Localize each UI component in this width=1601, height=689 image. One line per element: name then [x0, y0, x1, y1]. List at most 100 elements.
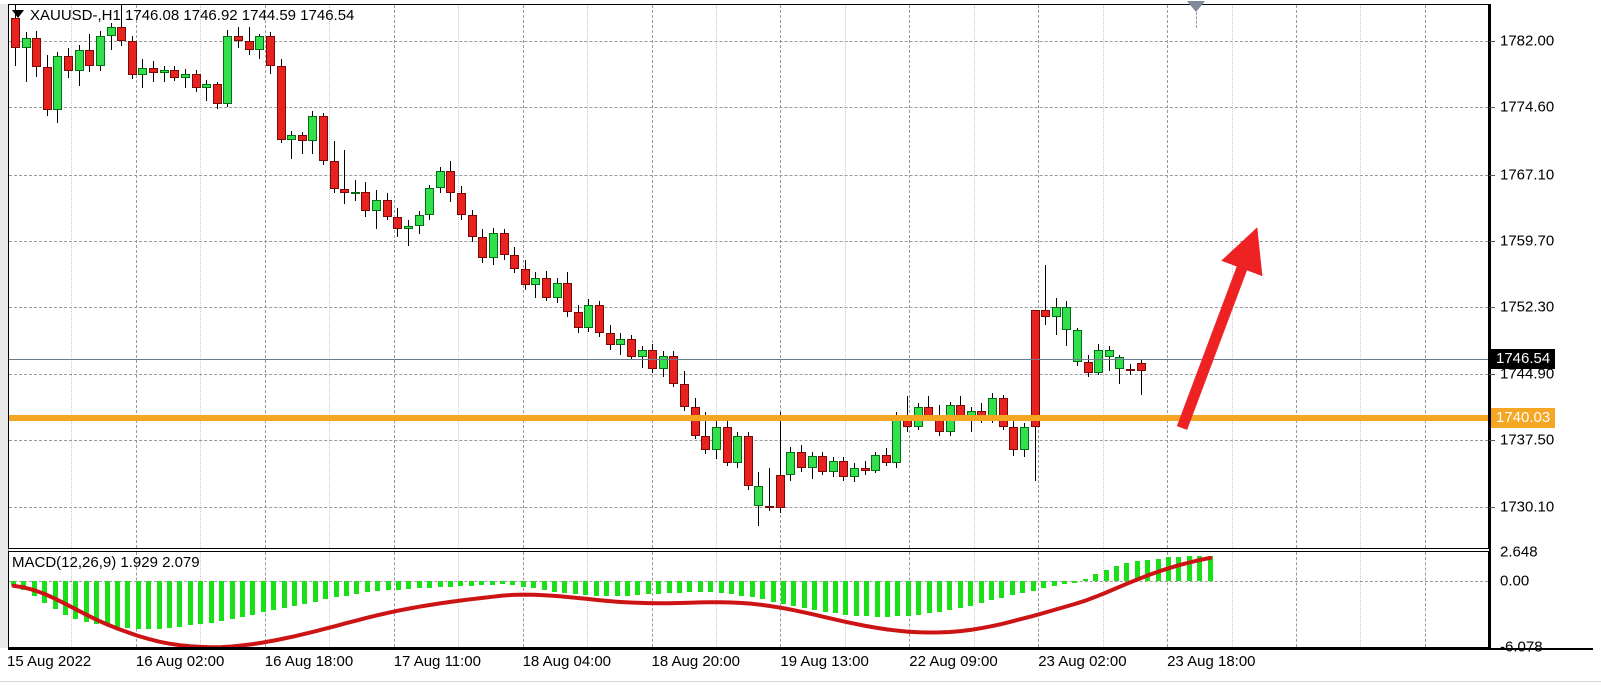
- gridline-vertical: [1424, 5, 1426, 548]
- candle-wick: [769, 468, 771, 512]
- candle-body: [478, 236, 488, 259]
- candle-body: [520, 268, 530, 285]
- gridline-vertical: [715, 5, 717, 548]
- gridline-vertical: [1038, 5, 1040, 548]
- axis-tick: [1489, 506, 1495, 508]
- macd-zero-gridline: [9, 580, 1488, 582]
- candle-wick: [163, 66, 165, 83]
- price-axis-label: 1752.30: [1500, 298, 1555, 316]
- candle-body: [722, 426, 732, 463]
- gridline-vertical: [1167, 5, 1169, 548]
- gridline-horizontal: [9, 373, 1488, 375]
- candle-body: [467, 215, 477, 237]
- macd-axis-label: 2.648: [1500, 543, 1538, 561]
- macd-histogram-bar: [676, 580, 682, 593]
- candlestick: [531, 5, 541, 548]
- macd-histogram-bar: [624, 580, 630, 596]
- candlestick: [690, 5, 700, 548]
- macd-histogram-bar: [52, 580, 58, 610]
- macd-histogram-bar: [833, 580, 838, 614]
- candle-body: [743, 435, 753, 487]
- price-plot-area[interactable]: [9, 5, 1488, 548]
- alert-price-line[interactable]: [9, 414, 1488, 421]
- macd-histogram-bar: [312, 580, 318, 602]
- candle-body: [372, 199, 382, 212]
- current-price-badge[interactable]: 1746.54: [1491, 349, 1556, 370]
- gridline-vertical: [393, 5, 395, 548]
- macd-histogram-bar: [666, 580, 672, 594]
- macd-histogram-bar: [489, 580, 495, 585]
- macd-histogram-bar: [281, 580, 287, 609]
- axis-tick: [1489, 107, 1495, 109]
- gridline-horizontal: [9, 40, 1488, 42]
- macd-histogram-bar: [146, 580, 152, 629]
- candle-body: [149, 67, 159, 74]
- candlestick: [584, 5, 594, 548]
- candlestick: [616, 5, 626, 548]
- candle-body: [998, 398, 1008, 427]
- candlestick: [542, 5, 551, 548]
- macd-histogram-bar: [978, 580, 984, 604]
- candlestick: [435, 5, 445, 548]
- price-axis-label: 1767.10: [1500, 166, 1555, 184]
- candlestick: [1019, 5, 1029, 548]
- macd-histogram-bar: [593, 580, 599, 596]
- macd-histogram-bar: [73, 580, 79, 619]
- macd-histogram-bar: [1186, 556, 1192, 581]
- price-axis-label: 1774.60: [1500, 98, 1555, 116]
- macd-histogram-bar: [354, 580, 360, 594]
- candle-body: [255, 36, 265, 50]
- macd-plot-area[interactable]: [9, 552, 1488, 647]
- candlestick: [403, 5, 413, 548]
- candle-body: [276, 66, 286, 140]
- candle-wick: [407, 220, 409, 247]
- triangle-down-icon[interactable]: [12, 10, 24, 18]
- candlestick: [1083, 5, 1093, 548]
- axis-tick: [1489, 174, 1495, 176]
- candle-wick: [301, 132, 303, 154]
- candle-body: [733, 435, 743, 463]
- candle-wick: [184, 68, 186, 88]
- candlestick: [828, 5, 838, 548]
- candle-body: [382, 199, 392, 217]
- macd-histogram-bar: [874, 580, 880, 617]
- candle-body: [849, 468, 859, 478]
- gridline-vertical: [651, 552, 653, 647]
- gridline-vertical: [1296, 552, 1297, 647]
- macd-histogram-bar: [812, 580, 818, 611]
- candlestick: [669, 5, 679, 548]
- macd-histogram-bar: [791, 580, 797, 606]
- candlestick: [711, 5, 721, 548]
- candle-body: [1136, 363, 1146, 372]
- time-axis-divider: [8, 648, 1593, 650]
- macd-histogram-bar: [1082, 578, 1088, 581]
- candlestick: [117, 5, 127, 548]
- candle-body: [297, 135, 307, 142]
- macd-histogram-bar: [916, 580, 922, 615]
- top-triangle-marker[interactable]: [1187, 1, 1205, 12]
- candle-body: [127, 40, 137, 75]
- candle-body: [818, 455, 828, 472]
- candlestick: [53, 5, 63, 548]
- macd-histogram-bar: [937, 580, 943, 612]
- macd-histogram-bar: [1030, 580, 1036, 591]
- candle-body: [318, 116, 328, 162]
- macd-histogram-bar: [989, 580, 995, 601]
- candle-body: [11, 18, 20, 49]
- candle-wick: [121, 5, 123, 47]
- price-axis-label: 1730.10: [1500, 498, 1555, 516]
- price-axis-divider: [1489, 4, 1491, 648]
- candlestick: [382, 5, 392, 548]
- gridline-horizontal: [9, 241, 1488, 243]
- time-axis-label: 22 Aug 09:00: [909, 653, 998, 670]
- candlestick: [1126, 5, 1136, 548]
- alert-price-badge[interactable]: 1740.03: [1491, 407, 1556, 428]
- candlestick: [1094, 5, 1104, 548]
- candlestick: [552, 5, 562, 548]
- time-axis-label: 23 Aug 18:00: [1167, 653, 1256, 670]
- candlestick: [807, 5, 817, 548]
- macd-histogram-bar: [760, 580, 766, 600]
- candlestick: [754, 5, 764, 548]
- candle-body: [1019, 426, 1029, 451]
- candlestick: [1041, 5, 1051, 548]
